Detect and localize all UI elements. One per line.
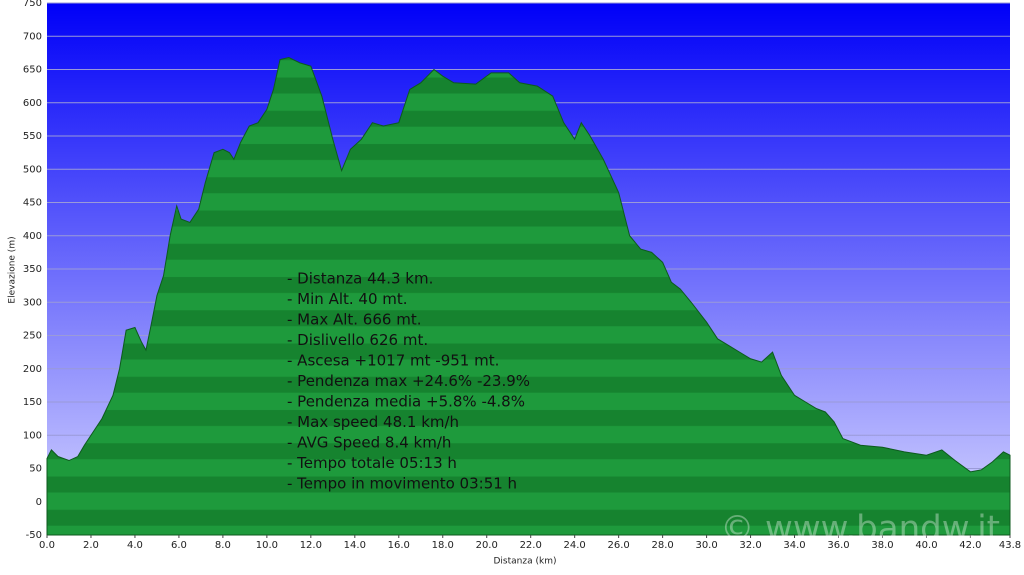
x-tick-label: 36.0 bbox=[827, 540, 849, 551]
y-tick-label: 350 bbox=[23, 264, 42, 275]
y-tick-label: 700 bbox=[23, 31, 42, 42]
x-tick-label: 0.0 bbox=[39, 540, 55, 551]
annotation: - Max Alt. 666 mt. bbox=[287, 311, 421, 329]
x-tick-label: 26.0 bbox=[608, 540, 630, 551]
annotation: - Tempo totale 05:13 h bbox=[287, 454, 457, 472]
y-tick-label: 750 bbox=[23, 0, 42, 9]
x-tick-label: 6.0 bbox=[171, 540, 187, 551]
annotation: - Dislivello 626 mt. bbox=[287, 331, 428, 349]
y-tick-label: 600 bbox=[23, 98, 42, 109]
x-tick-label: 20.0 bbox=[476, 540, 498, 551]
annotation: - Ascesa +1017 mt -951 mt. bbox=[287, 352, 499, 370]
x-tick-label: 30.0 bbox=[695, 540, 717, 551]
y-tick-label: 50 bbox=[29, 464, 42, 475]
x-tick-label: 8.0 bbox=[215, 540, 231, 551]
y-tick-label: 650 bbox=[23, 65, 42, 76]
y-tick-label: 450 bbox=[23, 198, 42, 209]
x-tick-label: 10.0 bbox=[256, 540, 278, 551]
x-tick-label: 32.0 bbox=[739, 540, 761, 551]
y-tick-label: 400 bbox=[23, 231, 42, 242]
watermark: © www.bandw.it bbox=[720, 509, 1000, 549]
x-tick-label: 22.0 bbox=[520, 540, 542, 551]
y-tick-label: 300 bbox=[23, 297, 42, 308]
y-tick-label: 200 bbox=[23, 364, 42, 375]
annotation: - Pendenza max +24.6% -23.9% bbox=[287, 372, 530, 390]
y-axis-label: Elevazione (m) bbox=[8, 236, 18, 303]
y-tick-label: 150 bbox=[23, 397, 42, 408]
annotation: - Pendenza media +5.8% -4.8% bbox=[287, 393, 525, 411]
x-tick-label: 2.0 bbox=[83, 540, 99, 551]
x-tick-label: 43.8 bbox=[999, 540, 1021, 551]
x-tick-label: 16.0 bbox=[388, 540, 410, 551]
annotation: - Min Alt. 40 mt. bbox=[287, 290, 408, 308]
y-tick-label: 100 bbox=[23, 430, 42, 441]
y-tick-label: 250 bbox=[23, 331, 42, 342]
annotation: - Distanza 44.3 km. bbox=[287, 270, 433, 288]
y-tick-label: 550 bbox=[23, 131, 42, 142]
x-tick-label: 34.0 bbox=[783, 540, 805, 551]
y-tick-label: 500 bbox=[23, 164, 42, 175]
x-tick-label: 42.0 bbox=[959, 540, 981, 551]
x-tick-label: 40.0 bbox=[915, 540, 937, 551]
annotation: - Tempo in movimento 03:51 h bbox=[287, 475, 517, 493]
elevation-area bbox=[46, 57, 1011, 536]
x-tick-label: 38.0 bbox=[871, 540, 893, 551]
x-tick-label: 18.0 bbox=[432, 540, 454, 551]
x-axis-label: Distanza (km) bbox=[494, 557, 557, 567]
x-tick-label: 12.0 bbox=[300, 540, 322, 551]
annotation: - AVG Speed 8.4 km/h bbox=[287, 434, 451, 452]
y-tick-label: -50 bbox=[26, 530, 42, 541]
annotation: - Max speed 48.1 km/h bbox=[287, 413, 459, 431]
x-tick-label: 24.0 bbox=[564, 540, 586, 551]
x-tick-label: 4.0 bbox=[127, 540, 143, 551]
y-tick-label: 0 bbox=[36, 497, 42, 508]
x-tick-label: 28.0 bbox=[651, 540, 673, 551]
x-tick-label: 14.0 bbox=[344, 540, 366, 551]
